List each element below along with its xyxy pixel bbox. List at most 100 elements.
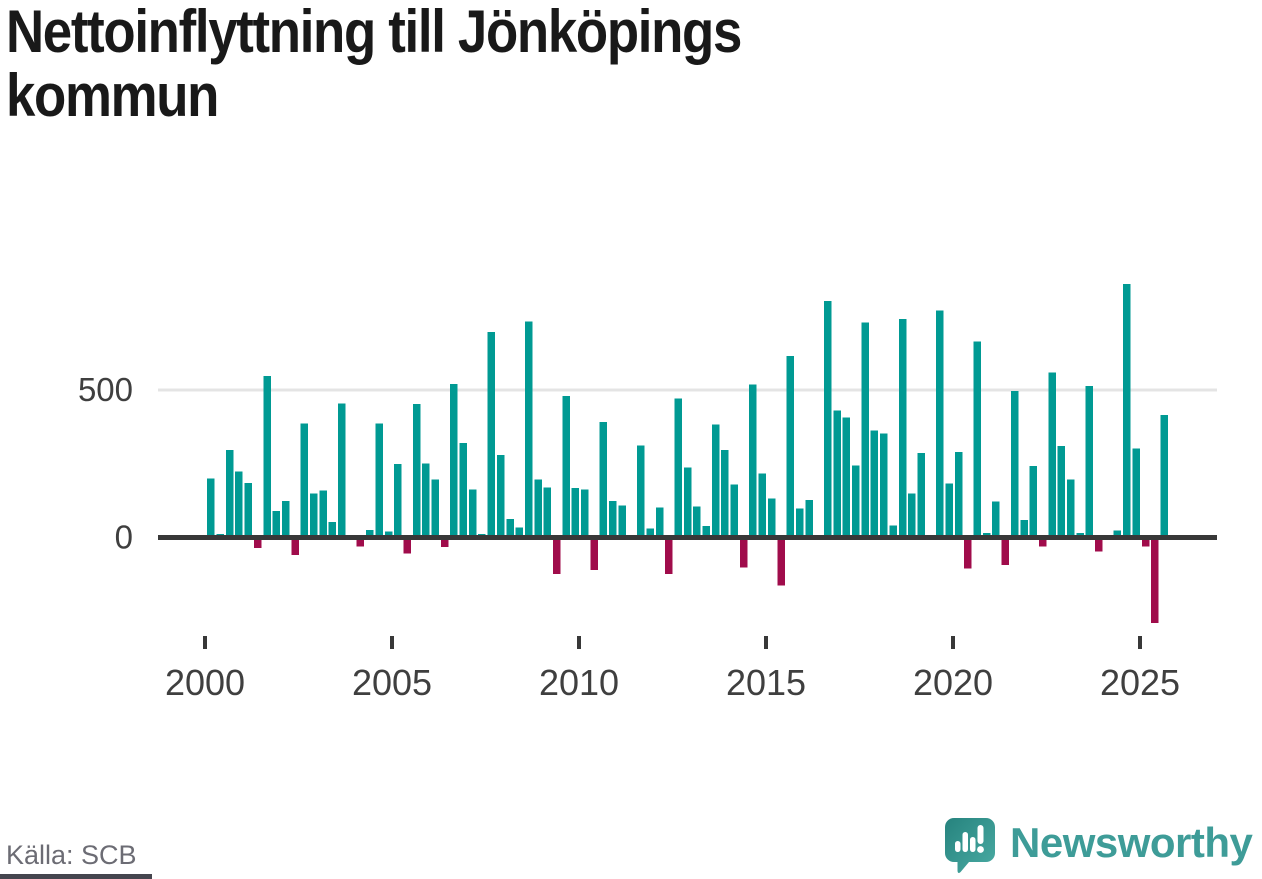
bar-2023Q4 bbox=[1095, 537, 1103, 552]
bar-2015Q1 bbox=[767, 498, 776, 538]
bar-2023Q3 bbox=[1085, 386, 1094, 538]
bar-2009Q3 bbox=[562, 396, 570, 538]
bar-2025Q2 bbox=[1151, 537, 1159, 624]
x-tick-label-2000: 2000 bbox=[165, 662, 245, 703]
bar-2004Q1 bbox=[356, 537, 365, 547]
bar-2016Q3 bbox=[824, 300, 832, 538]
bar-2019Q4 bbox=[945, 483, 953, 538]
page-title-line-2: kommun bbox=[6, 62, 219, 129]
bar-2000Q3 bbox=[225, 449, 234, 538]
bar-2006Q3 bbox=[450, 384, 458, 538]
bar-2008Q1 bbox=[506, 518, 514, 538]
icon-bar-2 bbox=[962, 832, 968, 852]
icon-bar-3 bbox=[970, 837, 976, 852]
bar-2013Q3 bbox=[711, 424, 720, 538]
bar-2007Q1 bbox=[468, 489, 477, 538]
bar-2022Q3 bbox=[1048, 372, 1056, 538]
x-tick-mark-2010 bbox=[577, 636, 581, 649]
bar-2000Q1 bbox=[207, 478, 215, 538]
bar-2009Q2 bbox=[552, 537, 561, 575]
x-tick-label-2005: 2005 bbox=[352, 662, 432, 703]
y-tick-label-0: 0 bbox=[115, 519, 133, 556]
newsworthy-logo: Newsworthy bbox=[944, 817, 1253, 874]
bar-2018Q2 bbox=[889, 525, 897, 538]
bar-2009Q4 bbox=[571, 488, 580, 538]
bar-2004Q4 bbox=[384, 531, 393, 538]
bar-2014Q3 bbox=[749, 384, 757, 538]
bar-2016Q4 bbox=[833, 410, 841, 538]
bar-2005Q2 bbox=[403, 537, 411, 554]
x-tick-mark-2015 bbox=[764, 636, 768, 649]
x-tick-label-2025: 2025 bbox=[1100, 662, 1180, 703]
bar-2007Q3 bbox=[487, 331, 496, 538]
gridline-500 bbox=[158, 388, 1217, 392]
bar-2006Q4 bbox=[459, 443, 468, 538]
bar-2010Q3 bbox=[599, 422, 608, 538]
bar-2021Q2 bbox=[1001, 537, 1010, 566]
bar-2008Q2 bbox=[515, 527, 524, 538]
bar-2002Q1 bbox=[281, 501, 290, 538]
bar-2020Q3 bbox=[973, 341, 982, 538]
bar-2001Q2 bbox=[253, 537, 262, 548]
newsworthy-wordmark: Newsworthy bbox=[1010, 818, 1253, 866]
bar-2009Q1 bbox=[543, 487, 552, 538]
x-tick-label-2020: 2020 bbox=[913, 662, 993, 703]
bar-2013Q1 bbox=[693, 506, 701, 538]
bar-2022Q2 bbox=[1038, 537, 1047, 547]
bar-2018Q3 bbox=[898, 319, 907, 538]
bar-2025Q1 bbox=[1141, 537, 1150, 547]
bar-2024Q2 bbox=[1113, 530, 1122, 538]
bar-2004Q3 bbox=[375, 423, 383, 538]
page-title-line-1: Nettoinflyttning till Jönköpings bbox=[6, 0, 742, 65]
bar-2017Q3 bbox=[861, 322, 869, 538]
page-title: Nettoinflyttning till Jönköpings kommun bbox=[6, 0, 1238, 128]
bar-2010Q2 bbox=[590, 537, 598, 570]
bar-2012Q3 bbox=[674, 398, 682, 538]
bar-2021Q3 bbox=[1010, 391, 1019, 538]
bar-2018Q4 bbox=[908, 493, 916, 538]
bar-2024Q3 bbox=[1123, 283, 1131, 538]
bar-2018Q1 bbox=[880, 433, 888, 538]
bar-2022Q4 bbox=[1057, 446, 1066, 538]
bar-2011Q1 bbox=[618, 505, 626, 538]
bar-2015Q3 bbox=[786, 355, 795, 538]
bar-2012Q1 bbox=[655, 507, 664, 538]
bar-2017Q1 bbox=[842, 417, 851, 538]
bar-2004Q2 bbox=[366, 529, 374, 538]
bar-2019Q1 bbox=[917, 452, 925, 538]
bar-2022Q1 bbox=[1029, 466, 1038, 538]
bar-2012Q2 bbox=[665, 537, 673, 575]
bar-2019Q3 bbox=[936, 310, 944, 538]
bar-2014Q4 bbox=[758, 473, 767, 538]
bar-2012Q4 bbox=[683, 467, 692, 538]
bar-2010Q4 bbox=[609, 500, 617, 538]
bar-2003Q3 bbox=[338, 403, 346, 538]
bar-2006Q2 bbox=[440, 537, 449, 548]
bar-2014Q2 bbox=[739, 537, 748, 568]
bar-2015Q2 bbox=[777, 537, 785, 586]
x-tick-mark-2000 bbox=[203, 636, 207, 649]
bar-2010Q1 bbox=[581, 489, 589, 538]
bar-2014Q1 bbox=[730, 484, 739, 538]
bar-2008Q4 bbox=[534, 479, 542, 538]
bar-2007Q4 bbox=[496, 455, 505, 538]
bar-2005Q1 bbox=[394, 464, 402, 538]
footer-rule bbox=[0, 874, 152, 879]
bar-2001Q1 bbox=[244, 482, 253, 538]
bar-2008Q3 bbox=[524, 321, 533, 538]
icon-exclamation-stem bbox=[977, 825, 984, 844]
icon-bar-1 bbox=[955, 841, 961, 852]
bar-2017Q2 bbox=[852, 465, 860, 538]
icon-exclamation-dot bbox=[977, 846, 984, 853]
bar-2001Q3 bbox=[263, 375, 271, 538]
bar-2020Q1 bbox=[954, 451, 963, 538]
bar-2005Q4 bbox=[422, 463, 430, 538]
bar-2003Q2 bbox=[328, 522, 337, 538]
x-tick-mark-2025 bbox=[1138, 636, 1142, 649]
bar-2003Q1 bbox=[319, 490, 327, 538]
x-tick-mark-2020 bbox=[951, 636, 955, 649]
newsworthy-bubble-chart-icon bbox=[945, 818, 995, 873]
bar-2001Q4 bbox=[272, 511, 281, 538]
